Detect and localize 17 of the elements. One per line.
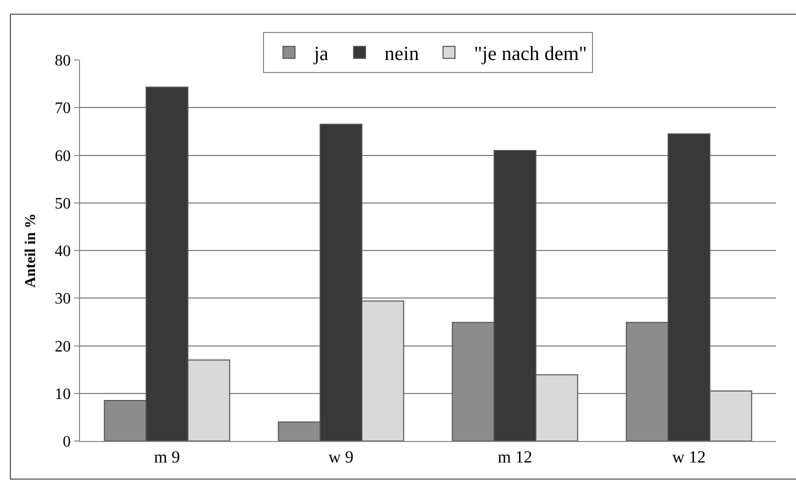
y-tick-label: 70	[54, 100, 71, 118]
x-tick-label: w 12	[672, 447, 706, 466]
y-tick-label: 40	[54, 243, 71, 260]
y-tick-label: 0	[62, 434, 71, 451]
y-tick-label: 60	[54, 148, 71, 165]
x-tick-label: w 9	[328, 447, 354, 466]
legend-label: ja	[313, 43, 329, 66]
y-tick-label: 20	[54, 338, 71, 356]
y-tick-label: 30	[54, 290, 71, 308]
x-tick-label: m 12	[498, 447, 532, 466]
y-tick-label: 50	[54, 195, 71, 212]
legend-label: nein	[384, 43, 419, 66]
y-axis-title: Anteil in %	[23, 213, 40, 288]
y-tick-label: 10	[54, 386, 71, 403]
x-tick-label: m 9	[154, 447, 180, 466]
legend-label: "je nach dem"	[474, 43, 587, 66]
y-tick-label: 80	[54, 52, 71, 70]
